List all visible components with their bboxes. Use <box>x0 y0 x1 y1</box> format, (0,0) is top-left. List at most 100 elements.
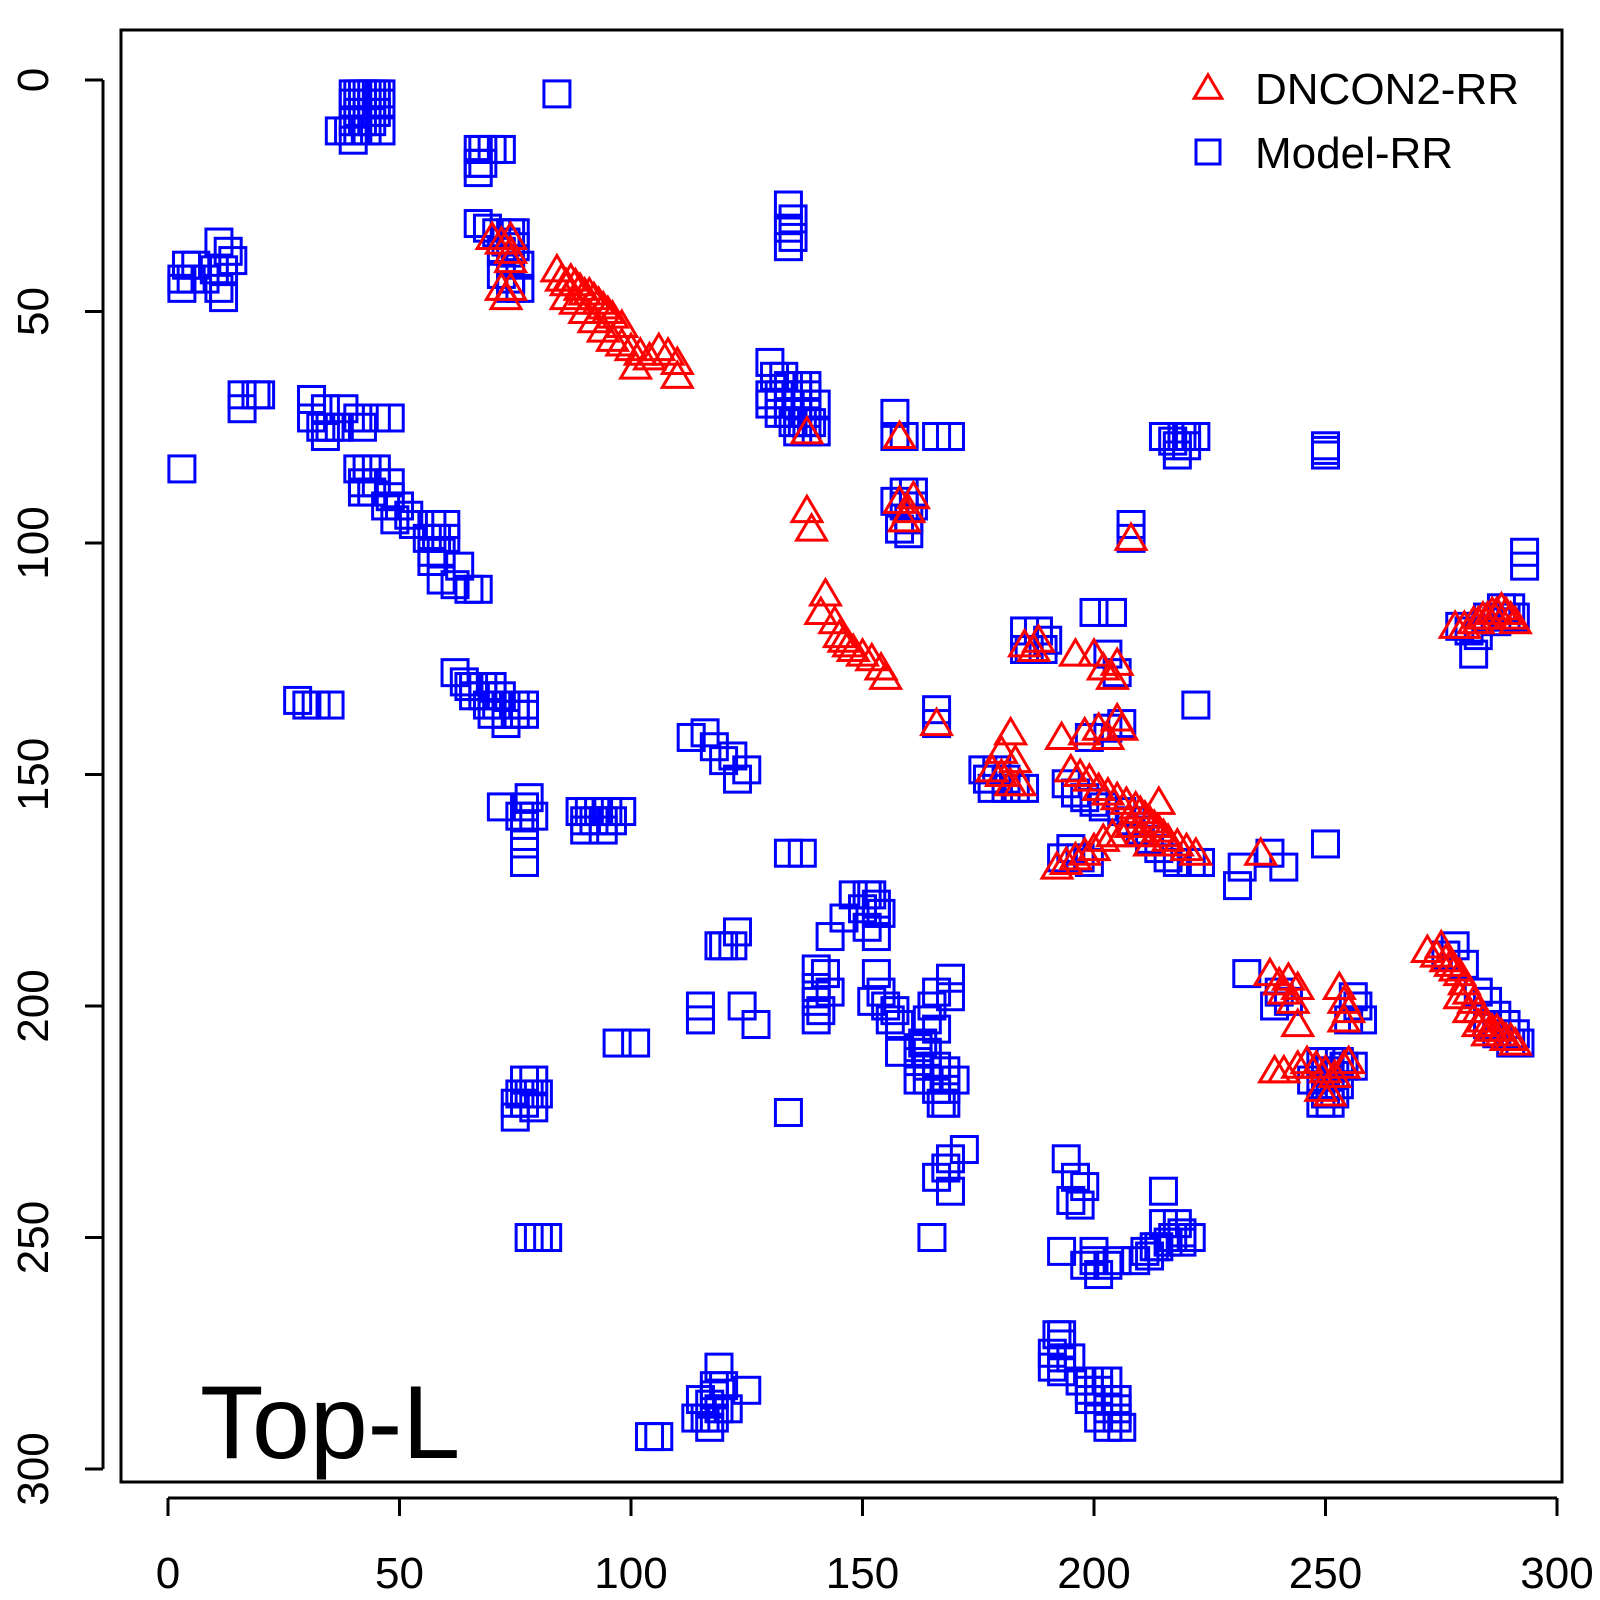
model-rr-point <box>787 838 817 868</box>
dncon2-rr-point <box>1493 599 1529 630</box>
panel-label: Top-L <box>200 1365 460 1481</box>
legend: DNCON2-RR Model-RR <box>1191 65 1519 178</box>
dncon2-rr-point <box>993 715 1029 746</box>
model-rr-point <box>1181 690 1211 720</box>
model-rr-point <box>885 1010 915 1040</box>
model-rr-point <box>519 801 549 831</box>
model-rr-point <box>778 204 808 234</box>
dncon2-rr-point <box>493 234 529 264</box>
model-rr-point <box>1093 1250 1123 1280</box>
model-rr-legend-marker <box>1194 138 1222 166</box>
model-rr-point <box>602 1028 632 1058</box>
y-tick-label: 200 <box>9 969 58 1042</box>
x-tick-label: 50 <box>375 1549 424 1598</box>
dncon2-rr-point <box>974 752 1010 783</box>
dncon2-rr-point <box>1090 720 1126 751</box>
model-rr-point <box>741 1010 771 1040</box>
model-rr-point <box>885 1037 915 1067</box>
dncon2-rr-point <box>831 627 867 658</box>
dncon2-rr-point <box>1131 826 1168 857</box>
model-rr-point <box>486 792 516 822</box>
dncon2-rr-point <box>803 595 839 625</box>
dncon2-rr-point <box>659 345 695 375</box>
dncon2-rr-point <box>1081 771 1117 801</box>
model-rr-point <box>1065 1190 1095 1220</box>
model-rr-point <box>417 547 447 577</box>
dncon2-rr-point <box>1094 817 1131 848</box>
model-rr-point <box>315 690 345 720</box>
dncon2-rr-point <box>562 271 598 301</box>
model-rr-point <box>510 829 540 859</box>
model-rr-point <box>1084 1260 1114 1290</box>
dncon2-rr-point <box>1469 1016 1506 1047</box>
dncon2-rr-point <box>474 220 510 250</box>
model-rr-point <box>514 1223 544 1252</box>
model-rr-point <box>1037 1352 1067 1382</box>
x-tick-label: 0 <box>156 1549 180 1598</box>
x-tick-label: 300 <box>1520 1549 1593 1598</box>
model-rr-point <box>912 1005 942 1035</box>
dncon2-rr-point <box>618 349 654 380</box>
model-rr-point <box>588 815 618 845</box>
dncon2-rr-point <box>1280 1048 1316 1079</box>
dncon2-rr-point <box>886 502 922 533</box>
model-rr-point <box>1311 440 1340 470</box>
model-rr-point <box>607 797 637 827</box>
model-rr-point <box>935 1176 965 1206</box>
dncon2-rr-point <box>895 479 932 510</box>
dncon2-rr-point <box>1178 835 1214 866</box>
dncon2-rr-point <box>1275 984 1311 1014</box>
dncon2-rr-point <box>1044 720 1080 751</box>
model-rr-point <box>861 959 891 989</box>
dncon2-rr-point <box>1090 775 1126 806</box>
dncon2-rr-point <box>594 322 631 352</box>
model-rr-point <box>283 685 313 715</box>
dncon2-rr-point <box>1002 766 1038 797</box>
model-rr-point <box>1162 1209 1192 1239</box>
model-rr-point <box>732 755 762 785</box>
dncon2-rr-point <box>1497 1025 1533 1056</box>
dncon2-rr-point <box>1062 757 1098 788</box>
model-rr-point <box>227 394 257 424</box>
dncon2-rr-point <box>844 636 881 667</box>
model-rr-point <box>875 1005 905 1035</box>
model-rr-point <box>1311 829 1340 859</box>
dncon2-rr-point <box>1266 974 1302 1005</box>
dncon2-rr-point <box>1243 835 1279 866</box>
model-rr-point <box>491 709 521 739</box>
model-rr-point <box>1181 422 1211 452</box>
model-rr-point <box>815 922 845 952</box>
x-tick-label: 200 <box>1057 1549 1130 1598</box>
model-rr-point <box>510 847 540 877</box>
dncon2-rr-legend-label: DNCON2-RR <box>1255 65 1519 114</box>
y-tick-label: 300 <box>9 1432 58 1505</box>
model-rr-point <box>1223 871 1253 901</box>
x-tick-label: 250 <box>1289 1549 1362 1598</box>
model-rr-point <box>644 1422 674 1452</box>
dncon2-rr-point <box>1326 1002 1362 1033</box>
model-rr-point <box>773 1097 803 1127</box>
dncon2-rr-point <box>868 660 904 690</box>
model-rr-point <box>1084 1403 1114 1433</box>
model-rr-point <box>542 79 572 109</box>
model-rr-point <box>1093 1412 1123 1442</box>
dncon2-rr-point <box>1067 715 1103 746</box>
model-rr-point <box>1098 597 1128 627</box>
dncon2-rr-point <box>1006 627 1043 658</box>
dncon2-rr-point <box>1048 845 1084 876</box>
model-rr-point <box>1162 440 1192 470</box>
dncon2-rr-point <box>881 419 918 450</box>
dncon2-rr-point <box>1326 1048 1362 1079</box>
x-tick-label: 150 <box>826 1549 899 1598</box>
y-tick-label: 0 <box>9 68 58 92</box>
dncon2-rr-point <box>1451 993 1487 1024</box>
model-rr-point <box>778 222 808 252</box>
model-rr-point <box>1148 1176 1178 1206</box>
dncon2-rr-point <box>1497 604 1533 635</box>
model-rr-point <box>218 246 248 276</box>
model-rr-point <box>510 810 540 840</box>
model-rr-point <box>510 699 540 729</box>
model-rr-point <box>695 1412 725 1442</box>
model-rr-point <box>167 454 197 484</box>
